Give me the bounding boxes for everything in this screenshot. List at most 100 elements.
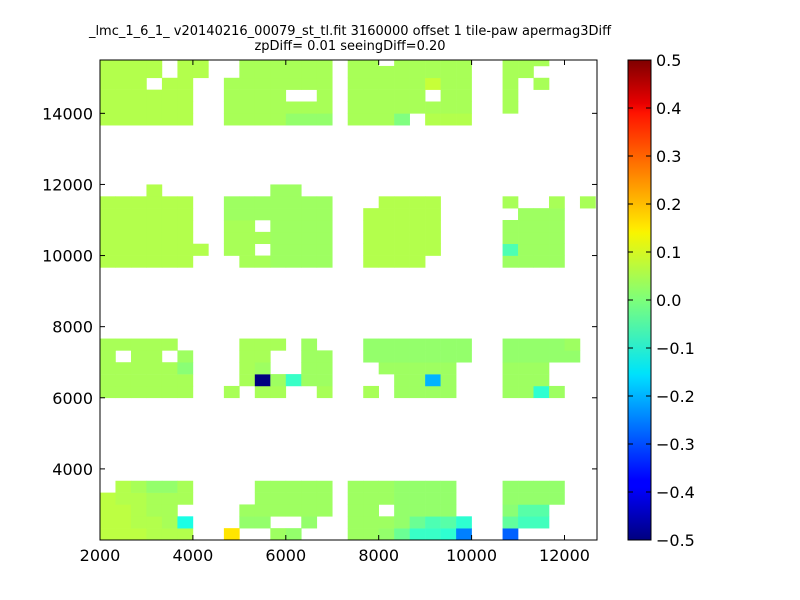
heatmap-cell [161, 362, 178, 375]
heatmap-cell [363, 220, 379, 233]
y-tick-label: 4000 [52, 460, 93, 479]
heatmap-cell [363, 89, 379, 102]
x-tick-label: 6000 [265, 546, 306, 565]
heatmap-cell [533, 504, 550, 517]
heatmap-cell [301, 196, 318, 209]
heatmap-cell [518, 480, 534, 493]
heatmap-cell [130, 516, 147, 529]
heatmap-cell [130, 338, 147, 351]
heatmap-cell [115, 196, 132, 209]
heatmap-cell [533, 492, 550, 505]
heatmap-cell [316, 220, 333, 233]
colorbar-tick-label: −0.3 [656, 435, 695, 454]
heatmap-cells [100, 60, 596, 541]
heatmap-cell [301, 338, 318, 351]
heatmap-cell [518, 255, 534, 268]
heatmap-cell [502, 255, 519, 268]
heatmap-cell [549, 208, 565, 221]
heatmap-cell [502, 196, 519, 209]
heatmap-cell [518, 231, 534, 245]
heatmap-cell [301, 480, 318, 493]
heatmap-cell [130, 196, 147, 209]
heatmap-cell [440, 350, 457, 363]
heatmap-cell [502, 385, 519, 399]
heatmap-cell [177, 231, 194, 245]
heatmap-cell [363, 208, 379, 221]
colorbar-gradient [628, 60, 651, 540]
heatmap-cell [394, 89, 410, 102]
heatmap-cell [254, 350, 271, 363]
heatmap-cell [254, 65, 271, 79]
heatmap-cell [502, 492, 519, 505]
heatmap-cell [146, 338, 163, 351]
heatmap-cell [270, 504, 287, 517]
y-axis: 4000 6000 8000 10000 12000 14000 [42, 104, 597, 479]
heatmap-cell [270, 196, 287, 209]
heatmap-cell [425, 60, 441, 67]
heatmap-cell [130, 362, 147, 375]
heatmap-cell [301, 374, 318, 387]
heatmap-cell [502, 231, 519, 245]
heatmap-cell [425, 231, 441, 245]
heatmap-cell [502, 528, 519, 541]
heatmap-cell [378, 208, 395, 221]
heatmap-cell [270, 338, 287, 351]
heatmap-cell [146, 362, 163, 375]
axes-frame [99, 59, 598, 541]
heatmap-cell [316, 362, 333, 375]
heatmap-cell [378, 231, 395, 245]
heatmap-cell [316, 385, 333, 399]
heatmap-cell [316, 374, 333, 387]
heatmap-cell [549, 385, 565, 399]
heatmap-cell [440, 89, 457, 102]
heatmap-cell [363, 243, 379, 256]
heatmap-cell [518, 220, 534, 233]
heatmap-cell [161, 480, 178, 493]
heatmap-cell [347, 492, 364, 505]
heatmap-cell [223, 89, 240, 102]
heatmap-cell [254, 374, 271, 387]
heatmap-cell [502, 350, 519, 363]
heatmap-cell [177, 243, 194, 256]
heatmap-cell [316, 243, 333, 256]
heatmap-cell [239, 231, 256, 245]
heatmap-cell [146, 101, 163, 114]
heatmap-cell [440, 528, 457, 541]
heatmap-cell [239, 504, 256, 517]
heatmap-cell [409, 362, 426, 375]
heatmap-cell [502, 89, 519, 102]
heatmap-cell [115, 362, 132, 375]
heatmap-cell [316, 196, 333, 209]
heatmap-cell [177, 77, 194, 90]
heatmap-cell [161, 196, 178, 209]
heatmap-cell [254, 60, 271, 67]
heatmap-cell [394, 362, 410, 375]
heatmap-cell [409, 243, 426, 256]
heatmap-cell [161, 220, 178, 233]
heatmap-cell [440, 504, 457, 517]
heatmap-cell [316, 101, 333, 114]
heatmap-cell [456, 516, 472, 529]
heatmap-cell [146, 208, 163, 221]
heatmap-cell [394, 350, 410, 363]
heatmap-cell [100, 374, 116, 387]
colorbar-tick-label: 0.2 [656, 195, 681, 214]
heatmap-cell [425, 504, 441, 517]
heatmap-cell [161, 77, 178, 90]
heatmap-cell [378, 77, 395, 90]
heatmap-cell [161, 243, 178, 256]
heatmap-cell [115, 113, 132, 126]
heatmap-cell [425, 208, 441, 221]
heatmap-cell [100, 243, 116, 256]
heatmap-cell [223, 208, 240, 221]
heatmap-cell [130, 480, 147, 493]
heatmap-cell [285, 113, 302, 126]
heatmap-cell [440, 385, 457, 399]
heatmap-cell [146, 480, 163, 493]
heatmap-cell [115, 338, 132, 351]
heatmap-cell [177, 255, 194, 268]
heatmap-cell [239, 208, 256, 221]
heatmap-cell [161, 208, 178, 221]
heatmap-cell [378, 196, 395, 209]
heatmap-cell [502, 220, 519, 233]
